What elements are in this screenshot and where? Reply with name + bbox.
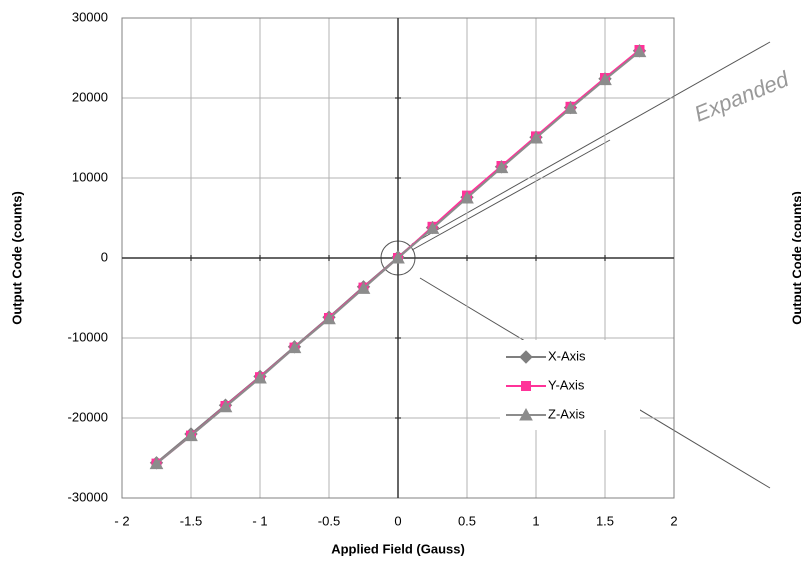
x-tick-label: 0 (394, 513, 401, 528)
y-tick-label: 30000 (72, 9, 108, 24)
data-point (529, 130, 543, 144)
data-point (494, 160, 509, 174)
data-point (253, 370, 267, 384)
x-tick-label: -1.5 (180, 513, 202, 528)
data-point (218, 399, 233, 413)
callout-line (411, 41, 771, 245)
data-point (598, 72, 612, 86)
data-point (149, 456, 164, 470)
x-tick-label: 0.5 (458, 513, 476, 528)
x-tick-label: 2 (670, 513, 677, 528)
y-axis-label: Output Code (counts) (9, 191, 24, 325)
y-tick-label: -10000 (68, 329, 108, 344)
x-tick-label: -0.5 (318, 513, 340, 528)
data-point (425, 221, 440, 234)
x-tick-label: 1.5 (596, 513, 614, 528)
data-point (563, 101, 578, 114)
callout-line (411, 139, 611, 251)
y-tick-label: 20000 (72, 89, 108, 104)
legend-marker (519, 350, 533, 364)
x-axis-label: Applied Field (Gauss) (331, 541, 465, 556)
y-tick-label: -30000 (68, 489, 108, 504)
legend-label: Z-Axis (548, 406, 585, 421)
x-tick-label: - 1 (252, 513, 267, 528)
annotation: Output Code (counts) (789, 191, 801, 325)
y-tick-label: 0 (101, 249, 108, 264)
legend-marker (519, 407, 533, 421)
data-point (356, 281, 371, 294)
data-point (391, 250, 405, 264)
annotation: Expanded (691, 66, 793, 127)
data-point (287, 340, 302, 354)
x-tick-label: - 2 (114, 513, 129, 528)
legend-label: Y-Axis (548, 377, 585, 392)
y-tick-label: 10000 (72, 169, 108, 184)
legend-marker (521, 381, 531, 391)
x-tick-label: 1 (532, 513, 539, 528)
legend-label: X-Axis (548, 348, 586, 363)
data-point (460, 190, 474, 204)
y-tick-label: -20000 (68, 409, 108, 424)
data-point (184, 428, 198, 442)
data-point (632, 44, 647, 58)
data-point (322, 311, 336, 325)
